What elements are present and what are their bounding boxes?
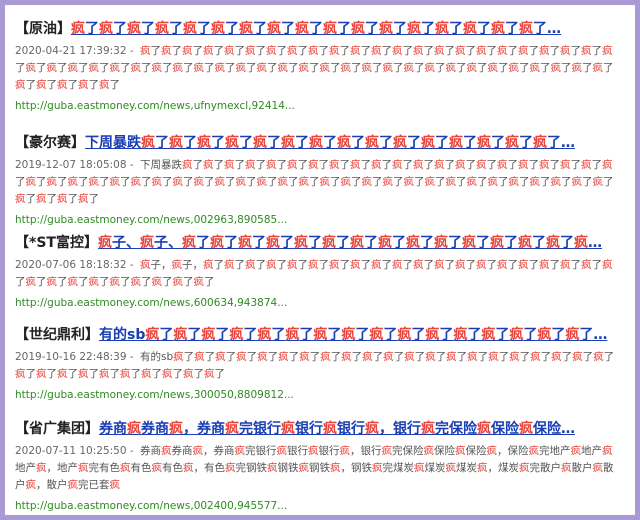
- result-title-link[interactable]: 有的sb疯了疯了疯了疯了疯了疯了疯了疯了疯了疯了疯了疯了疯了疯了疯了疯了…: [99, 327, 608, 343]
- result-url[interactable]: http://guba.eastmoney.com/news,002400,94…: [15, 500, 288, 512]
- stock-tag: 【豪尔赛】: [15, 135, 85, 151]
- result-snippet-text: 有的sb疯了疯了疯了疯了疯了疯了疯了疯了疯了疯了疯了疯了疯了疯了疯了疯了疯了疯了…: [15, 351, 615, 380]
- stock-tag: 【原油】: [15, 21, 71, 37]
- stock-tag: 【*ST富控】: [15, 235, 98, 251]
- result-title-line: 【省广集团】 券商疯券商疯，券商疯完银行疯银行疯银行疯，银行疯完保险疯保险疯保险…: [15, 419, 615, 439]
- result-snippet-text: 下周暴跌疯了疯了疯了疯了疯了疯了疯了疯了疯了疯了疯了疯了疯了疯了疯了疯了疯了疯了…: [15, 159, 614, 205]
- result-title-link[interactable]: 券商疯券商疯，券商疯完银行疯银行疯银行疯，银行疯完保险疯保险疯保险…: [99, 421, 575, 437]
- result-time: 2020-07-11 10:25:50 -: [15, 445, 134, 457]
- search-results-panel: 【原油】 疯了疯了疯了疯了疯了疯了疯了疯了疯了疯了疯了疯了疯了疯了疯了疯了疯了……: [5, 5, 635, 515]
- search-result: 【省广集团】 券商疯券商疯，券商疯完银行疯银行疯银行疯，银行疯完保险疯保险疯保险…: [15, 419, 615, 513]
- result-snippet: 2020-07-06 18:18:32 - 疯子，疯子，疯了疯了疯了疯了疯了疯了…: [15, 257, 615, 291]
- stock-tag: 【省广集团】: [15, 421, 99, 437]
- result-url[interactable]: http://guba.eastmoney.com/news,002963,89…: [15, 214, 288, 226]
- result-title-link[interactable]: 疯子、疯子、疯了疯了疯了疯了疯了疯了疯了疯了疯了疯了疯了疯了疯了疯了疯…: [97, 235, 602, 251]
- result-snippet: 2020-04-21 17:39:32 - 疯了疯了疯了疯了疯了疯了疯了疯了疯了…: [15, 43, 615, 94]
- result-snippet: 2019-10-16 22:48:39 - 有的sb疯了疯了疯了疯了疯了疯了疯了…: [15, 349, 615, 383]
- result-snippet-text: 疯了疯了疯了疯了疯了疯了疯了疯了疯了疯了疯了疯了疯了疯了疯了疯了疯了疯了疯了疯了…: [15, 45, 614, 91]
- result-title-link[interactable]: 下周暴跌疯了疯了疯了疯了疯了疯了疯了疯了疯了疯了疯了疯了疯了疯了疯了…: [85, 135, 575, 151]
- result-time: 2019-10-16 22:48:39 -: [15, 351, 134, 363]
- result-time: 2020-04-21 17:39:32 -: [15, 45, 134, 57]
- result-time: 2020-07-06 18:18:32 -: [15, 259, 134, 271]
- result-url[interactable]: http://guba.eastmoney.com/news,600634,94…: [15, 297, 288, 309]
- result-snippet-text: 疯子，疯子，疯了疯了疯了疯了疯了疯了疯了疯了疯了疯了疯了疯了疯了疯了疯了疯了疯了…: [15, 259, 613, 288]
- result-title-line: 【豪尔赛】 下周暴跌疯了疯了疯了疯了疯了疯了疯了疯了疯了疯了疯了疯了疯了疯了疯了…: [15, 133, 615, 153]
- result-url[interactable]: http://guba.eastmoney.com/news,ufnymexcl…: [15, 100, 295, 112]
- result-url[interactable]: http://guba.eastmoney.com/news,300050,88…: [15, 389, 294, 401]
- result-snippet-text: 券商疯券商疯，券商疯完银行疯银行疯银行疯，银行疯完保险疯保险疯保险疯，保险疯完地…: [15, 445, 614, 491]
- search-result: 【世纪鼎利】 有的sb疯了疯了疯了疯了疯了疯了疯了疯了疯了疯了疯了疯了疯了疯了疯…: [15, 325, 615, 402]
- result-title-link[interactable]: 疯了疯了疯了疯了疯了疯了疯了疯了疯了疯了疯了疯了疯了疯了疯了疯了疯了…: [71, 21, 561, 37]
- search-result: 【*ST富控】 疯子、疯子、疯了疯了疯了疯了疯了疯了疯了疯了疯了疯了疯了疯了疯了…: [15, 233, 615, 310]
- result-title-line: 【*ST富控】 疯子、疯子、疯了疯了疯了疯了疯了疯了疯了疯了疯了疯了疯了疯了疯了…: [15, 233, 615, 253]
- stock-tag: 【世纪鼎利】: [15, 327, 99, 343]
- search-result: 【原油】 疯了疯了疯了疯了疯了疯了疯了疯了疯了疯了疯了疯了疯了疯了疯了疯了疯了……: [15, 19, 615, 113]
- result-snippet: 2019-12-07 18:05:08 - 下周暴跌疯了疯了疯了疯了疯了疯了疯了…: [15, 157, 615, 208]
- result-time: 2019-12-07 18:05:08 -: [15, 159, 134, 171]
- search-result: 【豪尔赛】 下周暴跌疯了疯了疯了疯了疯了疯了疯了疯了疯了疯了疯了疯了疯了疯了疯了…: [15, 133, 615, 227]
- result-snippet: 2020-07-11 10:25:50 - 券商疯券商疯，券商疯完银行疯银行疯银…: [15, 443, 615, 494]
- result-title-line: 【世纪鼎利】 有的sb疯了疯了疯了疯了疯了疯了疯了疯了疯了疯了疯了疯了疯了疯了疯…: [15, 325, 615, 345]
- result-title-line: 【原油】 疯了疯了疯了疯了疯了疯了疯了疯了疯了疯了疯了疯了疯了疯了疯了疯了疯了…: [15, 19, 615, 39]
